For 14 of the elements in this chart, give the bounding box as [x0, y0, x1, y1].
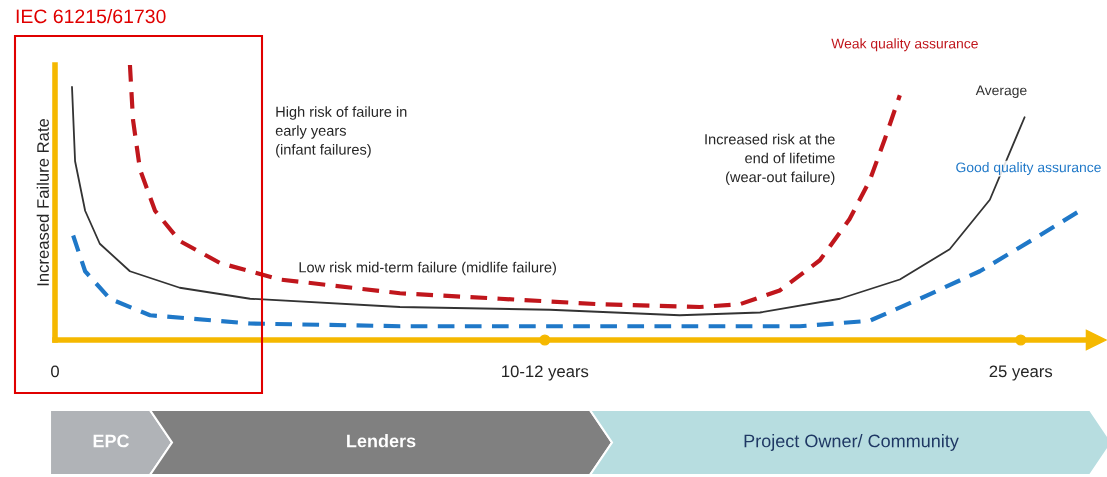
text: Weak quality assurance	[831, 38, 978, 52]
text: Lenders	[347, 434, 416, 448]
x-tick-label: 25 years	[989, 365, 1053, 381]
annotation: Increased risk at the end of lifetime (wear-out failure)	[705, 133, 835, 186]
x-tick-label: 0	[51, 365, 59, 378]
series-label: Average	[975, 85, 1027, 98]
y-axis-title: Increased Failure Rate	[36, 118, 49, 286]
text: Good quality assurance	[956, 162, 1101, 175]
text: IEC 61215/61730	[16, 8, 166, 24]
annotation: High risk of failure in early years (infant failures)	[275, 106, 407, 158]
text: EPC	[93, 434, 130, 448]
annotation: Low risk mid-term failure (midlife failure)	[299, 261, 556, 276]
text: Project Owner/ Community	[744, 434, 959, 451]
x-tick-label: 10-12 years	[502, 365, 589, 381]
